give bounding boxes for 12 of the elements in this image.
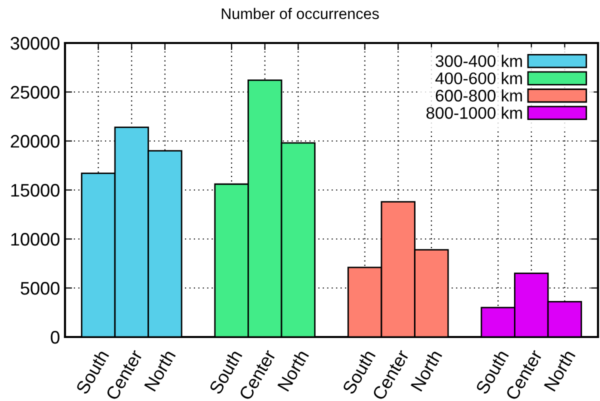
chart-title: Number of occurrences (222, 8, 379, 20)
y-tick-label: 20000 (10, 134, 60, 148)
y-tick-label: 0 (50, 330, 60, 344)
y-tick-label: 5000 (20, 282, 60, 295)
y-tick-label: 30000 (10, 36, 60, 50)
legend-label: 800-1000 km (426, 106, 522, 119)
y-tick-label: 10000 (11, 232, 60, 246)
legend-label: 400-600 km (435, 72, 522, 84)
y-tick-label: 15000 (11, 184, 60, 197)
legend-label: 300-400 km (436, 54, 522, 67)
y-tick-label: 25000 (10, 86, 60, 99)
legend-label: 600-800 km (436, 89, 522, 102)
